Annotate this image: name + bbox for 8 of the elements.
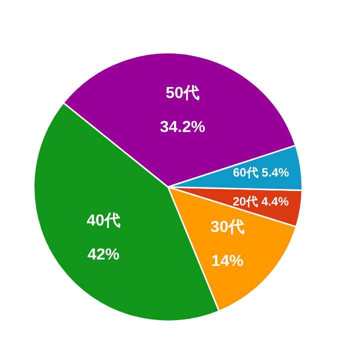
slice-label: 20代 4.4% [232, 194, 290, 209]
data-label: 42% [87, 246, 120, 264]
slice-label: 40代 [86, 212, 120, 230]
data-label: 14% [211, 252, 244, 270]
slice-label: 60代 5.4% [232, 166, 290, 180]
data-label: 34.2% [160, 119, 206, 136]
slice-label: 50代 [166, 84, 200, 102]
slice-label: 30代 [210, 218, 244, 236]
